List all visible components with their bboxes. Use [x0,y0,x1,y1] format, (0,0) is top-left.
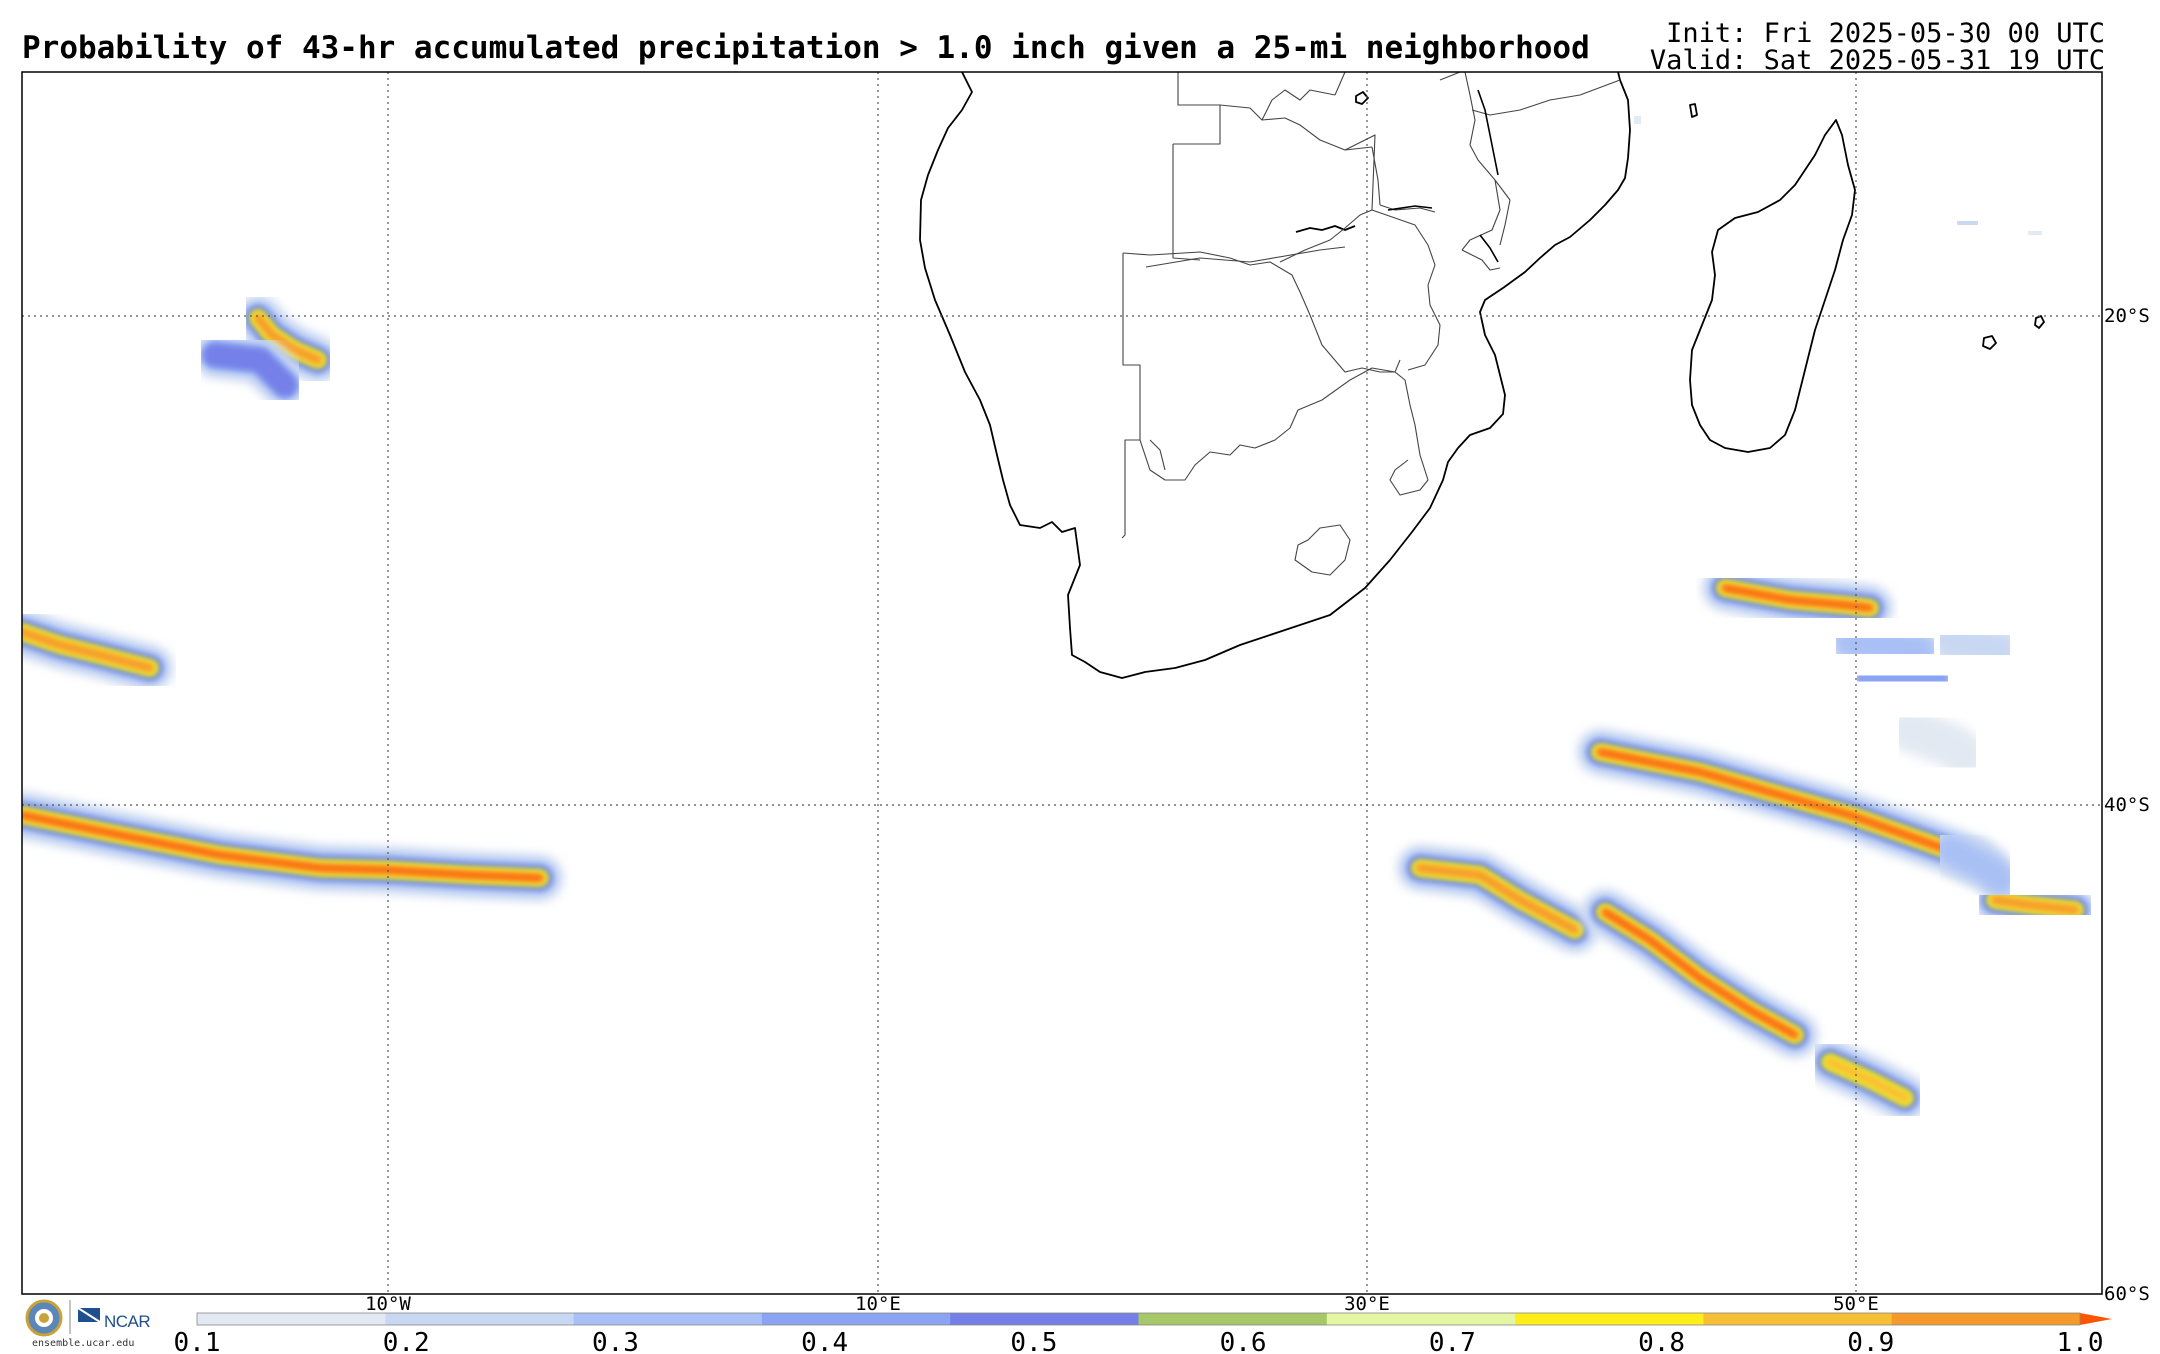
lon-label-10w: 10°W [365,1293,411,1315]
cell-south-east-small [1973,878,2097,932]
colorbar-segment-6 [1138,1313,1328,1325]
cell-st-helena-level-9 [254,314,322,364]
patch-east-small-3-level-1 [1619,102,1656,138]
colorbar-label: 0.9 [1847,1328,1894,1354]
band-east-lower-level-3 [1834,626,1936,666]
logo-area: NCAR ensemble.ucar.edu [22,1298,162,1350]
band-indian-ocean-southern-b-level-10 [1603,910,1797,1037]
cell-south-east-small-level-9 [1991,896,2079,914]
map-frame [21,71,2103,1295]
band-indian-ocean-southern-a-level-9 [1416,864,1579,934]
colorbar-segment-1 [197,1313,386,1325]
ncar-wordmark: NCAR [104,1312,151,1331]
band-south-atlantic-west [22,793,562,900]
cell-south-east-tail [1808,1040,1927,1120]
latitude-labels: 20°S 40°S 60°S [2104,305,2150,1305]
map-title: Probability of 43-hr accumulated precipi… [22,30,1590,66]
colorbar-segment-5 [950,1313,1139,1325]
band-indian-ocean-southern-b [1583,890,1817,1057]
colorbar-label: 0.4 [801,1328,848,1354]
patch-east-small-3 [1619,102,1656,138]
cell-south-east-tail-level-8 [1825,1057,1910,1103]
band-east-of-durban [1703,566,1892,630]
colorbar-label: 0.7 [1429,1328,1476,1354]
band-south-atlantic-west-level-10 [22,813,542,880]
band-south-atlantic-west-upper-level-9 [22,628,154,672]
patch-east-small-1 [1944,206,1991,240]
colorbar-label: 0.2 [383,1328,430,1354]
forecast-times: Init: Fri 2025-05-30 00 UTC Valid: Sat 2… [1650,20,2105,74]
lake-victoria-fragment [1355,91,1369,105]
patch-far-east [1928,618,2022,672]
band-east-of-durban-level-10 [1723,586,1872,610]
mauritius-island [2034,315,2045,329]
lon-label-30e: 30°E [1344,1293,1390,1315]
patch-south-east-extra [1928,828,2022,902]
cell-st-helena [236,296,340,382]
coastlines [919,71,2045,679]
band-south-atlantic-west-upper [22,610,172,690]
patch-south-east-extra-level-3 [1934,834,2016,896]
patch-east-small-2-level-1 [2014,216,2056,250]
colorbar-segment-4 [761,1313,951,1325]
colorbar-label: 0.6 [1220,1328,1267,1354]
band-indian-ocean-southern-a [1398,846,1597,952]
lon-label-10e: 10°E [855,1293,901,1315]
patch-far-east-level-2 [1931,621,2019,669]
precipitation-probability-areas [22,102,2097,1120]
colorbar-segment-9 [1703,1313,1893,1325]
colorbar-segment-2 [385,1313,575,1325]
longitude-labels: 10°W 10°E 30°E 50°E [365,1293,1879,1315]
band-east-lower2-level-4 [1856,663,1949,694]
colorbar-label: 0.5 [1010,1328,1057,1354]
patch-indian-mid-level-1 [1888,708,1987,777]
colorbar-label: 0.3 [592,1328,639,1354]
cell-st-helena-lower-level-5 [204,344,296,396]
lat-label-40s: 40°S [2104,794,2150,816]
patch-east-small-1-level-2 [1946,208,1989,238]
comoros-island [1689,103,1698,118]
madagascar-coastline [1689,119,1856,453]
colorbar: 0.1 0.2 0.3 0.4 0.5 0.6 0.7 0.8 0.9 1.0 [174,1312,2112,1354]
valid-time: Valid: Sat 2025-05-31 19 UTC [1649,45,2105,76]
colorbar-segment-7 [1326,1313,1516,1325]
colorbar-label: 1.0 [2057,1328,2104,1354]
africa-coastline [919,71,1631,679]
colorbar-segment-8 [1515,1313,1704,1325]
country-borders [1121,71,1621,576]
colorbar-outline [196,1312,2081,1326]
lon-label-50e: 50°E [1833,1293,1879,1315]
colorbar-label: 0.1 [174,1328,221,1354]
band-indian-ocean-main [1578,730,1997,882]
band-east-lower2 [1848,655,1957,702]
colorbar-extend-arrow [2080,1313,2112,1325]
patch-indian-mid [1888,708,1987,777]
init-time: Init: Fri 2025-05-30 00 UTC [1666,18,2105,49]
lat-label-20s: 20°S [2104,305,2150,327]
lat-label-60s: 60°S [2104,1283,2150,1305]
nsf-ncar-logo [25,1299,101,1337]
band-east-lower [1828,620,1942,672]
website-credit: ensemble.ucar.edu [32,1338,135,1349]
patch-east-small-2 [2014,216,2056,250]
colorbar-segment-10 [1891,1313,2081,1325]
colorbar-label: 0.8 [1638,1328,1685,1354]
lake-kariba [1295,225,1356,233]
cell-st-helena-lower [193,333,307,407]
major-lakes [1387,89,1499,263]
reunion-island [1982,335,1997,350]
lat-lon-gridlines [22,72,2102,1294]
colorbar-segment-3 [573,1313,763,1325]
